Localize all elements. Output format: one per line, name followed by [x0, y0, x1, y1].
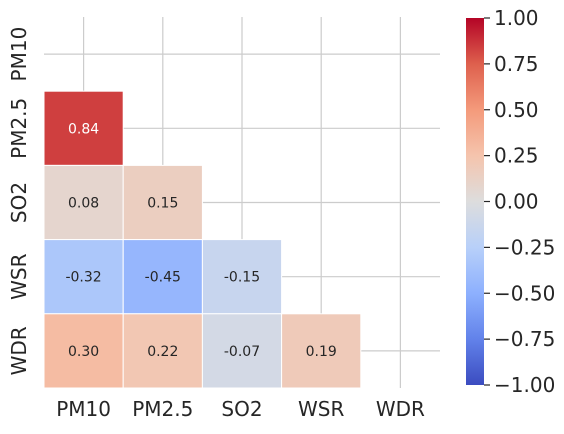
- cell-value-label: 0.19: [306, 344, 337, 360]
- cell-value-label: -0.07: [224, 344, 260, 360]
- colorbar-tick-label: −0.50: [494, 281, 555, 305]
- cell-value-label: 0.84: [68, 121, 99, 137]
- colorbar: 1.00 0.75 0.50 0.25 0.00 −0.25 −0.50 −0.75 −1.00: [466, 6, 555, 397]
- colorbar-tick-label: −1.00: [494, 373, 555, 397]
- colorbar-tick-label: −0.75: [494, 327, 555, 351]
- colorbar-tick-label: 0.25: [494, 144, 539, 168]
- x-tick-label: WDR: [376, 397, 425, 421]
- y-tick-label: PM2.5: [7, 98, 31, 159]
- y-tick-label: WDR: [7, 326, 31, 375]
- colorbar-tick-label: 0.00: [494, 190, 539, 214]
- cell-value-label: 0.30: [68, 344, 99, 360]
- x-axis-tick-labels: PM10 PM2.5 SO2 WSR WDR: [56, 397, 425, 421]
- cell-value-label: 0.22: [147, 344, 178, 360]
- y-tick-label: SO2: [7, 182, 31, 223]
- x-tick-label: PM2.5: [132, 397, 193, 421]
- cell-value-label: -0.45: [145, 270, 181, 286]
- colorbar-tick-label: 0.50: [494, 98, 539, 122]
- cell-value-label: -0.15: [224, 270, 260, 286]
- cell-value-label: 0.08: [68, 196, 99, 212]
- cell-value-label: -0.32: [65, 270, 101, 286]
- x-tick-label: SO2: [221, 397, 262, 421]
- colorbar-tick-label: 0.75: [494, 52, 539, 76]
- colorbar-tick-label: −0.25: [494, 235, 555, 259]
- y-axis-tick-labels: PM10 PM2.5 SO2 WSR WDR: [7, 27, 31, 376]
- colorbar-gradient-bar: [466, 18, 484, 385]
- y-tick-label: PM10: [7, 27, 31, 82]
- x-tick-label: PM10: [56, 397, 111, 421]
- y-tick-label: WSR: [7, 253, 31, 299]
- x-tick-label: WSR: [298, 397, 344, 421]
- colorbar-tick-label: 1.00: [494, 6, 539, 30]
- cell-value-label: 0.15: [147, 196, 178, 212]
